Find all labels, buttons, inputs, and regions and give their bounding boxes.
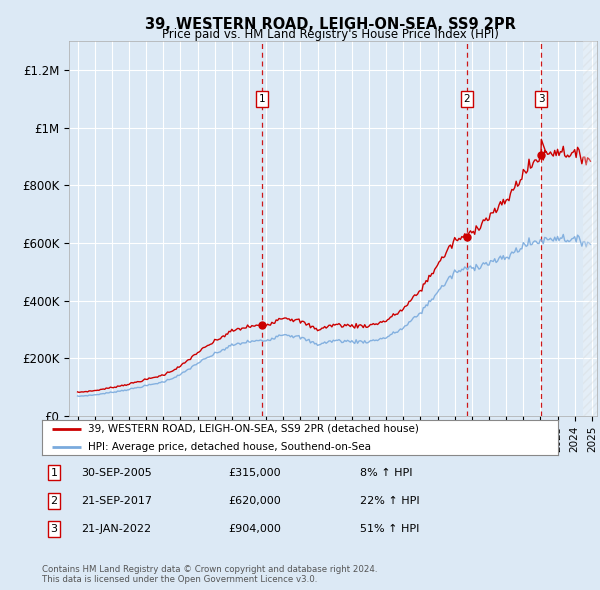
Text: 51% ↑ HPI: 51% ↑ HPI xyxy=(360,525,419,534)
Text: 22% ↑ HPI: 22% ↑ HPI xyxy=(360,496,419,506)
Text: 39, WESTERN ROAD, LEIGH-ON-SEA, SS9 2PR (detached house): 39, WESTERN ROAD, LEIGH-ON-SEA, SS9 2PR … xyxy=(88,424,419,434)
Text: 30-SEP-2005: 30-SEP-2005 xyxy=(81,468,152,477)
Text: £904,000: £904,000 xyxy=(228,525,281,534)
Text: 1: 1 xyxy=(50,468,58,477)
Text: HPI: Average price, detached house, Southend-on-Sea: HPI: Average price, detached house, Sout… xyxy=(88,442,371,451)
Text: 2: 2 xyxy=(464,94,470,104)
Text: 2: 2 xyxy=(50,496,58,506)
Bar xyxy=(583,41,600,416)
Text: 8% ↑ HPI: 8% ↑ HPI xyxy=(360,468,413,477)
Text: 1: 1 xyxy=(259,94,265,104)
Text: 21-JAN-2022: 21-JAN-2022 xyxy=(81,525,151,534)
Text: 3: 3 xyxy=(50,525,58,534)
Text: 39, WESTERN ROAD, LEIGH-ON-SEA, SS9 2PR: 39, WESTERN ROAD, LEIGH-ON-SEA, SS9 2PR xyxy=(145,17,515,31)
Text: £620,000: £620,000 xyxy=(228,496,281,506)
Text: 3: 3 xyxy=(538,94,545,104)
Text: Contains HM Land Registry data © Crown copyright and database right 2024.
This d: Contains HM Land Registry data © Crown c… xyxy=(42,565,377,584)
Text: Price paid vs. HM Land Registry's House Price Index (HPI): Price paid vs. HM Land Registry's House … xyxy=(161,28,499,41)
Text: 21-SEP-2017: 21-SEP-2017 xyxy=(81,496,152,506)
Text: £315,000: £315,000 xyxy=(228,468,281,477)
